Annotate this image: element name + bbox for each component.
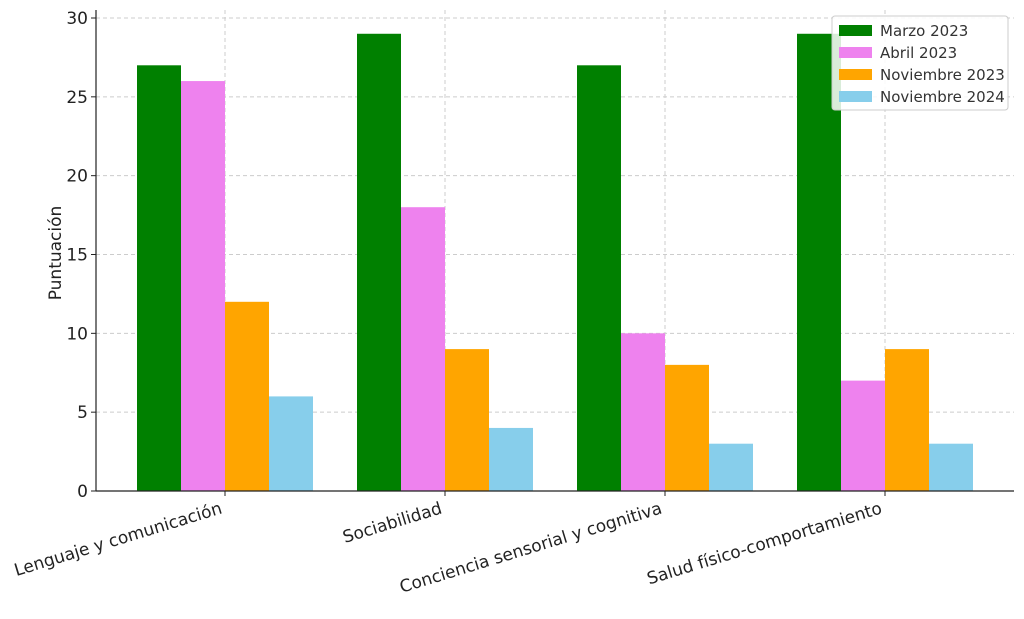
bar [489, 427, 533, 491]
legend-swatch [839, 25, 872, 36]
bars-layer [137, 33, 973, 492]
bar [445, 349, 489, 491]
bar [577, 65, 621, 492]
bar [929, 443, 973, 491]
axes-layer [91, 10, 1014, 496]
bar [621, 333, 665, 491]
legend-swatch [839, 69, 872, 80]
y-tick-label: 30 [66, 9, 88, 29]
legend-label: Noviembre 2024 [880, 88, 1005, 106]
y-tick-label: 15 [66, 246, 88, 266]
legend-swatch [839, 47, 872, 58]
y-tick-label: 10 [66, 324, 88, 344]
legend-label: Abril 2023 [880, 44, 957, 62]
bar [885, 349, 929, 491]
legend-box [831, 15, 1009, 111]
bar [401, 207, 445, 491]
y-tick-label: 0 [77, 482, 88, 502]
category-label: Sociabilidad [340, 499, 444, 548]
bar [137, 65, 181, 492]
y-tick-label: 25 [66, 88, 88, 108]
bar [225, 301, 269, 491]
y-tick-label: 5 [77, 403, 88, 423]
y-axis-title: Puntuación [46, 206, 66, 301]
legend-swatch [839, 91, 872, 102]
legend-label: Marzo 2023 [880, 22, 968, 40]
category-label: Lenguaje y comunicación [12, 499, 224, 581]
bar [665, 364, 709, 491]
legend: Marzo 2023 Abril 2023 Noviembre 2023 Noviem… [831, 15, 1009, 111]
bar [841, 380, 885, 491]
bar [269, 396, 313, 491]
category-label: Salud físico-comportamiento [645, 499, 885, 590]
bar [357, 33, 401, 492]
bar [181, 81, 225, 492]
y-tick-label: 20 [66, 167, 88, 187]
legend-label: Noviembre 2023 [880, 66, 1005, 84]
bar [709, 443, 753, 491]
